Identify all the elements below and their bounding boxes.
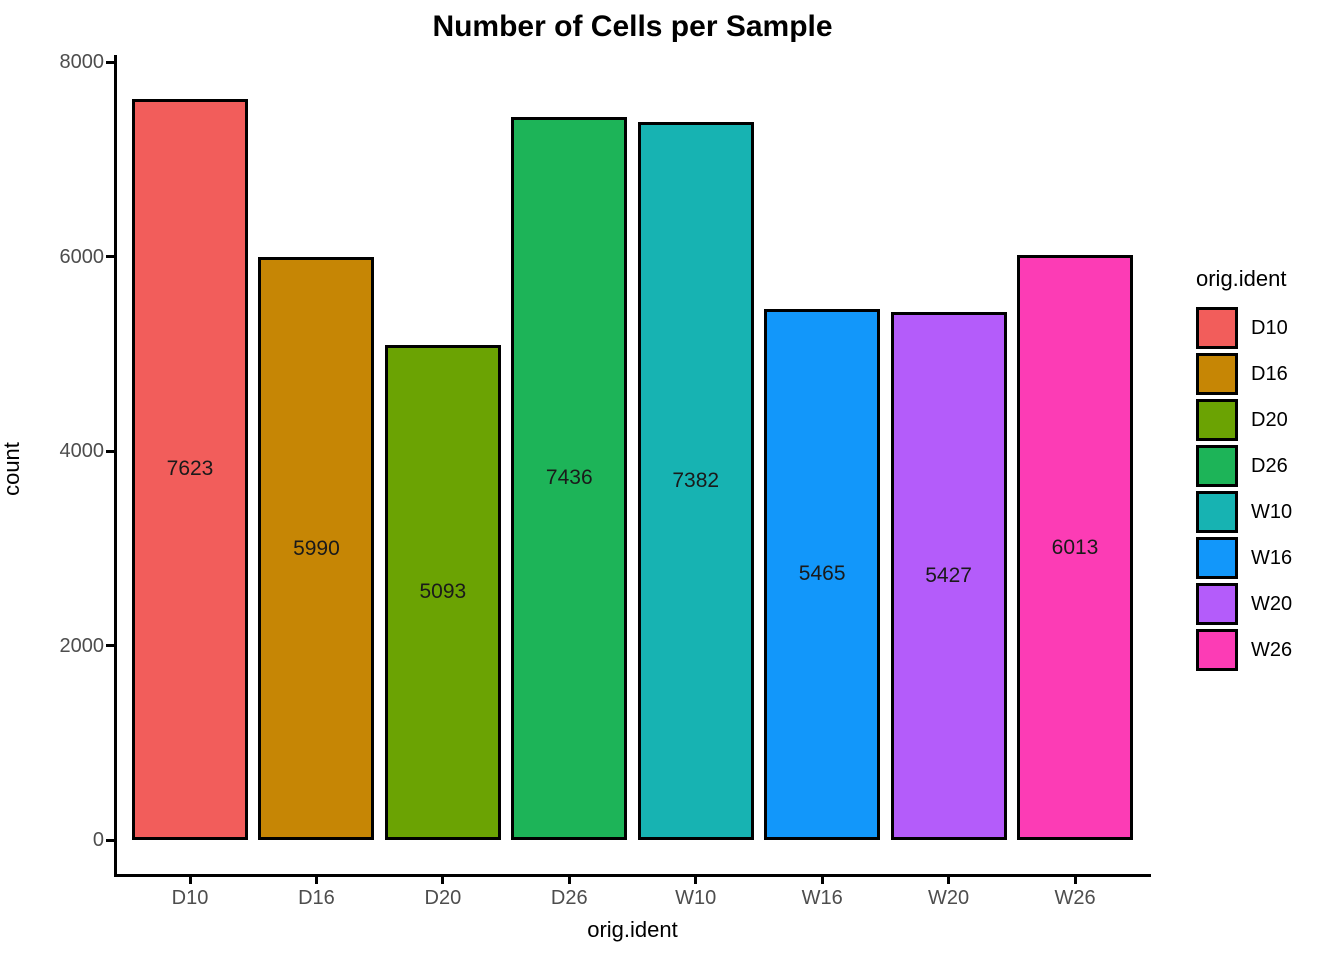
bar-W16: [764, 308, 881, 840]
y-tick-mark-0: [106, 838, 115, 842]
x-tick-mark-D10: [188, 875, 192, 884]
legend-entry-D26: D26: [1196, 445, 1292, 487]
x-tick-mark-W10: [694, 875, 698, 884]
bar-D26: [511, 116, 628, 840]
legend-entries: D10 D16 D20 D26 W10 W16 W20 W26: [1196, 307, 1292, 671]
legend-label-W26: W26: [1251, 639, 1293, 661]
y-axis-line: [113, 55, 117, 877]
x-tick-mark-D20: [441, 875, 445, 884]
legend-label-D20: D20: [1251, 409, 1288, 431]
x-tick-mark-W16: [820, 875, 824, 884]
legend-label-W10: W10: [1251, 501, 1293, 523]
x-tick-label-W10: W10: [675, 887, 717, 909]
bar-W26: [1017, 255, 1133, 840]
bar-value-label-W26: 6013: [1051, 535, 1099, 559]
legend-swatch-D20: [1196, 399, 1238, 441]
legend-label-W20: W20: [1251, 593, 1293, 615]
bar-D16: [258, 257, 375, 840]
y-tick-label-2000: 2000: [59, 634, 105, 657]
legend-entry-D20: D20: [1196, 399, 1292, 441]
y-tick-mark-8000: [106, 60, 115, 64]
legend-label-D10: D10: [1251, 317, 1288, 339]
legend-swatch-D16: [1196, 353, 1238, 395]
legend-entry-W20: W20: [1196, 583, 1292, 625]
x-tick-mark-D26: [567, 875, 571, 884]
x-tick-label-D20: D20: [424, 887, 462, 909]
x-tick-label-W16: W16: [801, 887, 843, 909]
y-tick-label-4000: 4000: [59, 440, 105, 462]
bar-value-label-D26: 7436: [545, 466, 593, 490]
bar-value-label-W16: 5465: [798, 562, 846, 586]
x-tick-mark-W20: [947, 875, 951, 884]
bar-D10: [132, 98, 248, 840]
x-tick-label-D16: D16: [298, 887, 335, 909]
x-tick-mark-W26: [1073, 875, 1077, 884]
bar-value-label-W20: 5427: [925, 564, 972, 588]
legend-label-D26: D26: [1251, 455, 1288, 477]
x-tick-label-W26: W26: [1054, 887, 1096, 909]
legend-entry-W26: W26: [1196, 629, 1292, 671]
legend-label-W16: W16: [1251, 547, 1293, 569]
bar-value-label-D16: 5990: [293, 536, 340, 560]
legend-swatch-W10: [1196, 491, 1238, 533]
bar-D20: [384, 344, 501, 840]
x-axis-line: [113, 873, 1151, 877]
legend-swatch-W20: [1196, 583, 1238, 625]
legend-swatch-D10: [1196, 307, 1238, 349]
legend-entry-W10: W10: [1196, 491, 1292, 533]
legend-entry-D10: D10: [1196, 307, 1292, 349]
bar-W10: [637, 122, 754, 840]
x-tick-label-D26: D26: [550, 887, 588, 909]
y-tick-label-8000: 8000: [59, 51, 105, 73]
legend-title: orig.ident: [1196, 266, 1287, 291]
bar-value-label-D10: 7623: [166, 457, 214, 481]
legend-entry-D16: D16: [1196, 353, 1292, 395]
y-tick-mark-4000: [106, 449, 115, 453]
chart-title: Number of Cells per Sample: [432, 10, 833, 43]
y-tick-mark-2000: [106, 644, 115, 647]
y-axis-title: count: [0, 442, 24, 496]
bar-value-label-D20: 5093: [419, 580, 467, 604]
x-tick-mark-D16: [314, 875, 318, 884]
y-tick-label-6000: 6000: [59, 245, 105, 268]
legend-label-D16: D16: [1251, 363, 1288, 385]
legend-swatch-D26: [1196, 445, 1238, 487]
bar-value-label-W10: 7382: [672, 469, 720, 493]
legend: orig.ident D10 D16 D20 D26 W10 W16 W20 W26: [1196, 266, 1292, 675]
x-axis-title: orig.ident: [587, 917, 678, 942]
y-tick-mark-6000: [106, 255, 115, 258]
x-tick-label-W20: W20: [928, 887, 970, 909]
x-tick-label-D10: D10: [171, 887, 209, 909]
y-tick-label-0: 0: [92, 829, 104, 851]
legend-entry-W16: W16: [1196, 537, 1292, 579]
bar-W20: [890, 312, 1007, 840]
legend-swatch-W26: [1196, 629, 1238, 671]
legend-swatch-W16: [1196, 537, 1238, 579]
